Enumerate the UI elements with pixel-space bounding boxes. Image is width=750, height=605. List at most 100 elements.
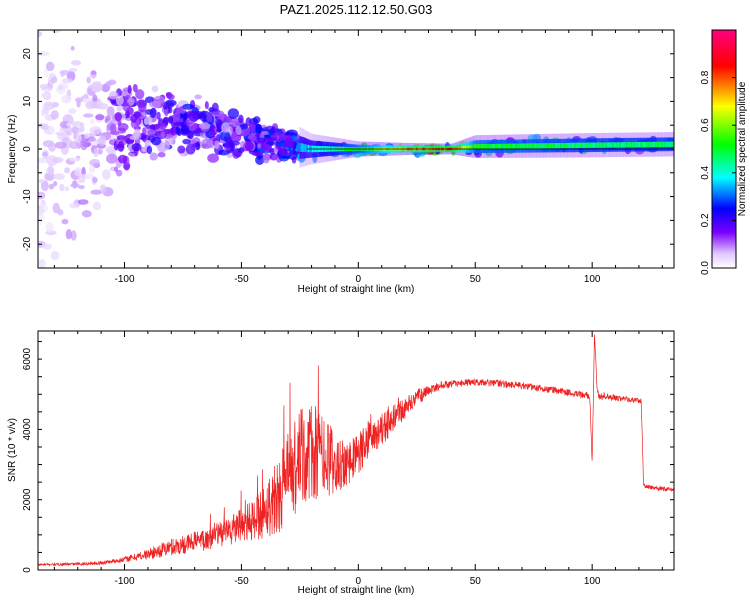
spectral-blob (52, 157, 64, 164)
spectral-blob (70, 45, 75, 51)
spectral-blob (194, 94, 202, 100)
spectral-blob (257, 137, 266, 143)
ridge-core (616, 142, 619, 148)
ridge-core (519, 143, 522, 149)
colorbar-tick-label: 0.8 (700, 70, 711, 84)
ridge-core (563, 142, 565, 149)
ridge-core (571, 142, 574, 149)
ridge-core (633, 142, 635, 148)
spectral-blob (182, 138, 191, 145)
ridge-core (585, 142, 588, 148)
ridge-core (671, 141, 673, 147)
spectral-blob (79, 122, 85, 132)
spectral-blob (114, 166, 119, 173)
ridge-core (462, 146, 464, 150)
ridge-core (651, 141, 654, 148)
spectral-blob (182, 103, 194, 110)
ridge-core (469, 145, 471, 150)
spectral-blob (90, 118, 95, 124)
spectral-blob (116, 104, 123, 112)
spectral-blob (43, 67, 49, 78)
spectral-blob (92, 94, 98, 102)
spectral-blob (271, 125, 276, 135)
ridge-core (529, 143, 532, 149)
spectral-blob (129, 135, 140, 141)
spectral-blob (99, 184, 107, 194)
spectral-blob (127, 84, 132, 94)
ridge-core (602, 142, 605, 148)
spectral-blob (143, 116, 153, 126)
spectral-blob (157, 151, 166, 158)
ridge-core (494, 143, 496, 149)
spectral-blob (207, 153, 219, 163)
spectral-blob (88, 165, 96, 173)
spectral-blob (266, 137, 278, 142)
spectral-blob (38, 30, 43, 38)
ridge-core (490, 143, 492, 149)
ridge-core (612, 142, 614, 148)
spectral-blob (65, 228, 72, 240)
spectral-blob (38, 213, 45, 222)
spectral-blob (170, 127, 177, 136)
ridge-core (554, 143, 557, 149)
spectral-blob (38, 259, 46, 268)
spectral-blob (55, 131, 65, 136)
ridge-core (466, 145, 468, 150)
spectral-blob (215, 119, 223, 130)
ridge-core (488, 143, 491, 149)
ridge-core (516, 143, 519, 149)
ridge-core (560, 142, 562, 149)
spectral-blob (70, 230, 77, 241)
ridge-core (526, 143, 529, 149)
spectral-blob (180, 124, 190, 135)
y-tick-label: 10 (22, 95, 33, 107)
ridge-core (528, 143, 530, 149)
spectral-blob (77, 199, 89, 205)
spectral-blob (61, 218, 69, 225)
snr-series-line (38, 334, 674, 567)
spectral-blob (38, 191, 46, 200)
spectral-blob (38, 178, 46, 184)
ridge-core (540, 143, 543, 149)
spectral-blob (93, 148, 99, 157)
spectral-blob (71, 120, 83, 127)
ridge-core (596, 142, 599, 148)
spectral-blob (214, 140, 220, 150)
spectral-blob (51, 101, 59, 108)
ridge-core (457, 146, 460, 150)
spectral-blob (54, 141, 67, 149)
x-tick-label: 0 (356, 274, 362, 285)
spectral-blob (74, 97, 84, 103)
spectral-blob (48, 183, 55, 190)
ridge-core (304, 144, 307, 153)
spectral-blob (244, 141, 254, 151)
spectral-blob (146, 145, 153, 155)
ridge-core (456, 147, 459, 150)
ridge-core (640, 141, 642, 148)
ridge-core (565, 142, 568, 149)
ridge-core (550, 143, 553, 149)
ridge-core (577, 142, 579, 149)
spectral-blob (266, 140, 275, 146)
spectral-blob (42, 151, 48, 157)
ridge-core (500, 143, 502, 149)
ridge-core (539, 143, 541, 149)
ridge-core (481, 144, 484, 150)
y-tick-label: 20 (22, 48, 33, 60)
ridge-core (620, 142, 623, 148)
spectral-blob (104, 118, 109, 124)
spectral-blob (188, 110, 200, 122)
ridge-core (652, 141, 655, 148)
ridge-core (533, 143, 536, 149)
spectral-blob (89, 158, 101, 167)
ridge-core (624, 142, 627, 148)
spectral-blob (83, 93, 89, 99)
spectral-blob (125, 138, 135, 145)
spectral-blob (151, 85, 159, 93)
ridge-core (629, 142, 631, 148)
y-tick-label: -10 (22, 189, 33, 204)
spectral-blob (144, 128, 156, 135)
ridge-core (471, 144, 474, 150)
